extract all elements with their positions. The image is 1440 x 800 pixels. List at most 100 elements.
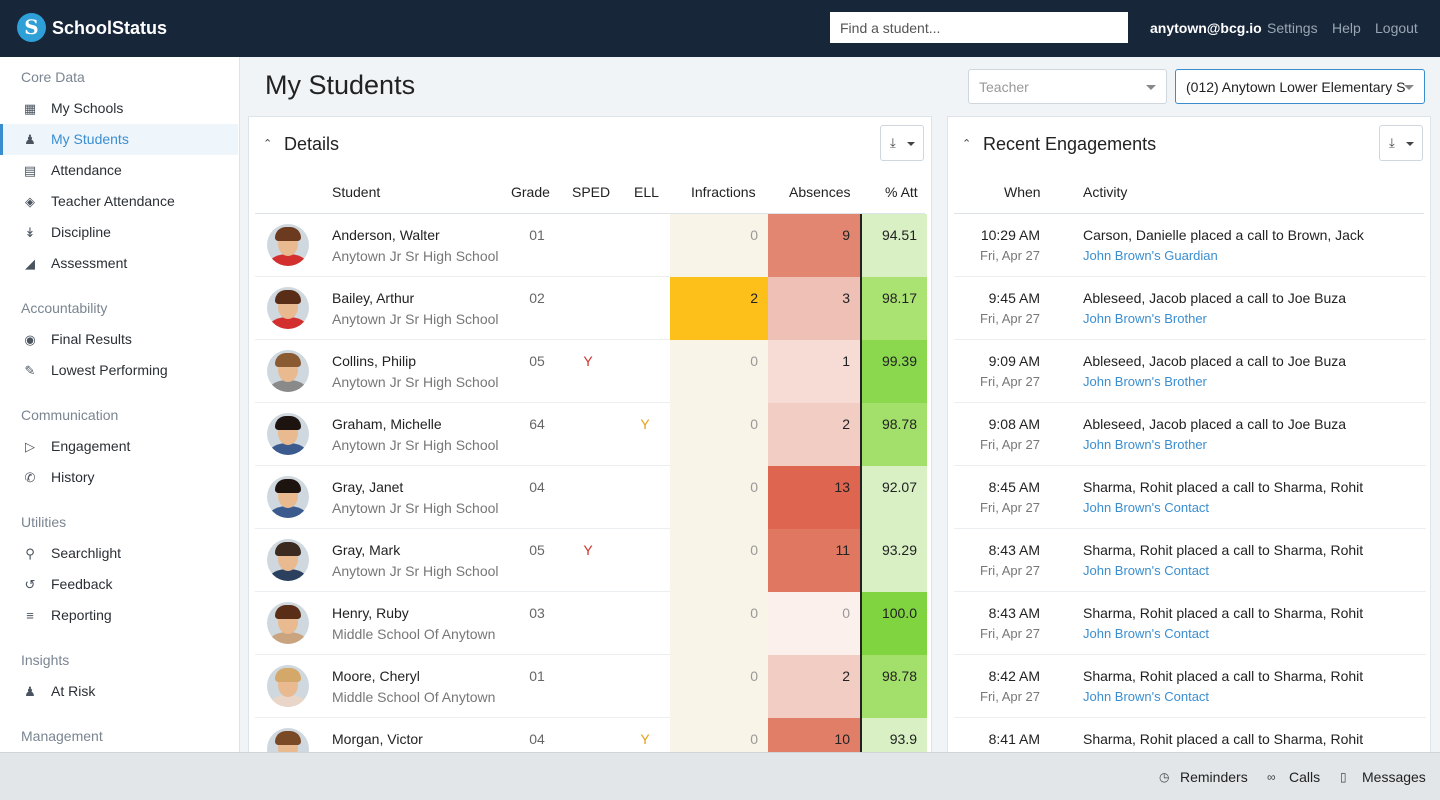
- logout-link[interactable]: Logout: [1375, 20, 1418, 36]
- table-row[interactable]: Gray, Janet Anytown Jr Sr High School 04 0 1…: [255, 466, 927, 529]
- sidebar-item-final-results[interactable]: ◉ Final Results: [0, 324, 238, 355]
- student-avatar[interactable]: [267, 728, 309, 755]
- list-item[interactable]: 8:42 AM Fri, Apr 27 Sharma, Rohit placed a…: [954, 655, 1426, 718]
- school-select[interactable]: (012) Anytown Lower Elementary S: [1175, 69, 1425, 104]
- collapse-chevron-icon[interactable]: ⌃: [962, 138, 972, 150]
- sidebar-item-lowest-performing[interactable]: ✎ Lowest Performing: [0, 355, 238, 386]
- avatar-hair: [275, 353, 301, 367]
- sidebar-item-label: Searchlight: [51, 545, 122, 561]
- column-header-absences[interactable]: Absences: [789, 184, 851, 200]
- student-avatar[interactable]: [267, 413, 309, 455]
- sidebar-item-my-students[interactable]: ♟ My Students: [0, 124, 238, 155]
- column-header-sped[interactable]: SPED: [572, 184, 611, 200]
- engagement-contact-link[interactable]: John Brown's Contact: [1083, 689, 1210, 704]
- student-avatar[interactable]: [267, 224, 309, 266]
- collapse-chevron-icon[interactable]: ⌃: [263, 138, 273, 150]
- sidebar-item-searchlight[interactable]: ⚲ Searchlight: [0, 538, 238, 569]
- column-divider: [860, 592, 862, 655]
- student-name[interactable]: Henry, Ruby: [332, 605, 409, 621]
- sidebar-item-history[interactable]: ✆ History: [0, 462, 238, 493]
- list-item[interactable]: 8:43 AM Fri, Apr 27 Sharma, Rohit placed a…: [954, 592, 1426, 655]
- table-row[interactable]: Collins, Philip Anytown Jr Sr High School…: [255, 340, 927, 403]
- column-divider: [860, 214, 862, 277]
- column-header-activity[interactable]: Activity: [1083, 184, 1128, 200]
- column-header-attendance[interactable]: % Att: [885, 184, 918, 200]
- student-search-input[interactable]: [830, 12, 1128, 43]
- list-item[interactable]: 9:45 AM Fri, Apr 27 Ableseed, Jacob placed…: [954, 277, 1426, 340]
- student-name[interactable]: Bailey, Arthur: [332, 290, 415, 306]
- sidebar-item-reporting[interactable]: ≡ Reporting: [0, 600, 238, 631]
- engagements-download-button[interactable]: ⤓: [1379, 125, 1423, 161]
- list-item[interactable]: 10:29 AM Fri, Apr 27 Carson, Danielle plac…: [954, 214, 1426, 277]
- column-header-grade[interactable]: Grade: [511, 184, 550, 200]
- student-avatar[interactable]: [267, 350, 309, 392]
- list-item[interactable]: 8:41 AM Sharma, Rohit placed a call to Sh…: [954, 718, 1426, 755]
- engagement-date: Fri, Apr 27: [980, 500, 1040, 515]
- absences-cell-bg: [768, 466, 860, 529]
- engagement-contact-link[interactable]: John Brown's Contact: [1083, 626, 1210, 641]
- calls-button[interactable]: Calls: [1289, 769, 1321, 785]
- settings-link[interactable]: Settings: [1267, 20, 1318, 36]
- engagement-contact-link[interactable]: John Brown's Contact: [1083, 563, 1210, 578]
- absences-cell: 9: [842, 227, 850, 243]
- reminders-button[interactable]: Reminders: [1180, 769, 1248, 785]
- engagement-contact-link[interactable]: John Brown's Guardian: [1083, 248, 1218, 263]
- student-avatar[interactable]: [267, 476, 309, 518]
- engagement-contact-link[interactable]: John Brown's Brother: [1083, 437, 1207, 452]
- student-name[interactable]: Gray, Janet: [332, 479, 404, 495]
- sidebar-item-label: At Risk: [51, 683, 96, 699]
- student-avatar[interactable]: [267, 287, 309, 329]
- list-item[interactable]: 9:09 AM Fri, Apr 27 Ableseed, Jacob placed…: [954, 340, 1426, 403]
- teacher-select[interactable]: Teacher: [968, 69, 1167, 104]
- column-header-student[interactable]: Student: [332, 184, 381, 200]
- table-row[interactable]: Gray, Mark Anytown Jr Sr High School 05 Y 0 1…: [255, 529, 927, 592]
- attendance-cell-bg: [862, 592, 927, 655]
- student-name[interactable]: Graham, Michelle: [332, 416, 442, 432]
- sidebar-item-attendance[interactable]: ▤ Attendance: [0, 155, 238, 186]
- sidebar-item-teacher-attendance[interactable]: ◈ Teacher Attendance: [0, 186, 238, 217]
- attendance-cell-bg: [862, 340, 927, 403]
- details-download-button[interactable]: ⤓: [880, 125, 924, 161]
- engagement-date: Fri, Apr 27: [980, 311, 1040, 326]
- list-item[interactable]: 8:45 AM Fri, Apr 27 Sharma, Rohit placed a…: [954, 466, 1426, 529]
- student-name[interactable]: Gray, Mark: [332, 542, 401, 558]
- student-name[interactable]: Morgan, Victor: [332, 731, 423, 747]
- brand-name[interactable]: SchoolStatus: [52, 18, 168, 38]
- messages-button[interactable]: Messages: [1362, 769, 1426, 785]
- schoolstatus-logo-icon[interactable]: S: [17, 13, 46, 42]
- engagement-contact-link[interactable]: John Brown's Contact: [1083, 500, 1210, 515]
- table-row[interactable]: Anderson, Walter Anytown Jr Sr High Schoo…: [255, 214, 927, 277]
- sidebar-item-engagement[interactable]: ▷ Engagement: [0, 431, 238, 462]
- student-name[interactable]: Moore, Cheryl: [332, 668, 420, 684]
- student-name[interactable]: Anderson, Walter: [332, 227, 440, 243]
- student-name[interactable]: Collins, Philip: [332, 353, 417, 369]
- column-header-ell[interactable]: ELL: [634, 184, 659, 200]
- column-header-when[interactable]: When: [1004, 184, 1041, 200]
- sidebar-item-at-risk[interactable]: ♟ At Risk: [0, 676, 238, 707]
- table-row[interactable]: Bailey, Arthur Anytown Jr Sr High School 0…: [255, 277, 927, 340]
- sidebar-item-feedback[interactable]: ↺ Feedback: [0, 569, 238, 600]
- help-link[interactable]: Help: [1332, 20, 1361, 36]
- student-avatar[interactable]: [267, 539, 309, 581]
- engagement-time: 8:43 AM: [988, 605, 1040, 621]
- list-item[interactable]: 9:08 AM Fri, Apr 27 Ableseed, Jacob placed…: [954, 403, 1426, 466]
- table-row[interactable]: Morgan, Victor 04 Y 0 10 93.9: [255, 718, 927, 755]
- absences-cell: 3: [842, 290, 850, 306]
- attendance-cell-bg: [862, 214, 927, 277]
- student-avatar[interactable]: [267, 665, 309, 707]
- user-account-link[interactable]: anytown@bcg.io: [1150, 20, 1262, 36]
- student-avatar[interactable]: [267, 602, 309, 644]
- column-header-infractions[interactable]: Infractions: [691, 184, 756, 200]
- engagement-contact-link[interactable]: John Brown's Brother: [1083, 374, 1207, 389]
- table-row[interactable]: Moore, Cheryl Middle School Of Anytown 01 0…: [255, 655, 927, 718]
- sidebar-item-my-schools[interactable]: ▦ My Schools: [0, 93, 238, 124]
- list-item[interactable]: 8:43 AM Fri, Apr 27 Sharma, Rohit placed a…: [954, 529, 1426, 592]
- engagement-contact-link[interactable]: John Brown's Brother: [1083, 311, 1207, 326]
- flashlight-icon: ⚲: [25, 546, 35, 561]
- sidebar-item-discipline[interactable]: ↡ Discipline: [0, 217, 238, 248]
- table-row[interactable]: Henry, Ruby Middle School Of Anytown 03 0 0 1…: [255, 592, 927, 655]
- sidebar-item-assessment[interactable]: ◢ Assessment: [0, 248, 238, 279]
- engagement-date: Fri, Apr 27: [980, 374, 1040, 389]
- table-row[interactable]: Graham, Michelle Anytown Jr Sr High Schoo…: [255, 403, 927, 466]
- sped-cell: Y: [583, 542, 593, 558]
